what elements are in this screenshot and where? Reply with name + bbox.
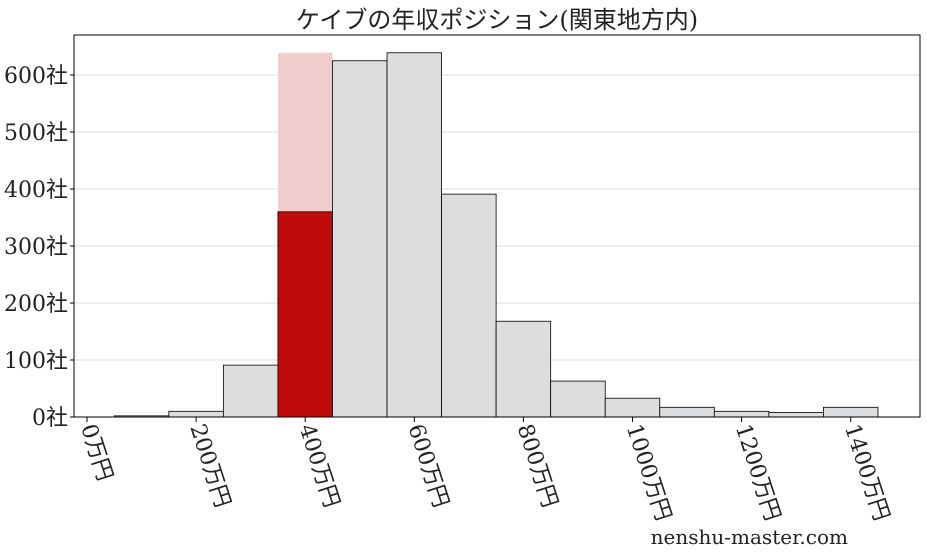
x-tick-label: 800万円 (512, 421, 562, 511)
bar (386, 52, 442, 418)
bar (168, 410, 224, 418)
highlight-bar (277, 211, 333, 418)
y-tick-label: 200社 (4, 292, 68, 317)
bar (495, 320, 552, 418)
x-tick-label: 1200万円 (730, 421, 785, 524)
bar (550, 380, 606, 418)
y-tick-label: 600社 (4, 64, 68, 89)
bar (604, 397, 661, 418)
x-tick-label: 0万円 (75, 421, 117, 484)
x-tick-label: 200万円 (184, 421, 234, 511)
bar (659, 406, 715, 418)
y-tick-label: 300社 (4, 235, 68, 260)
y-tick-label: 0社 (32, 406, 68, 431)
watermark: nenshu-master.com (651, 525, 848, 549)
chart-title: ケイブの年収ポジション(関東地方内) (296, 6, 698, 34)
bar (823, 406, 879, 418)
bar (713, 410, 770, 418)
bar (768, 412, 824, 418)
bar (222, 364, 279, 418)
y-tick-label: 500社 (4, 121, 68, 146)
x-tick-label: 600万円 (403, 421, 453, 511)
x-tick-label: 1400万円 (839, 421, 894, 524)
y-tick-label: 400社 (4, 178, 68, 203)
bar (332, 60, 388, 418)
x-tick-label: 1000万円 (621, 421, 676, 524)
plot-frame (73, 34, 921, 418)
bar (441, 193, 497, 418)
y-tick-label: 100社 (4, 349, 68, 374)
x-tick-label: 400万円 (293, 421, 343, 511)
